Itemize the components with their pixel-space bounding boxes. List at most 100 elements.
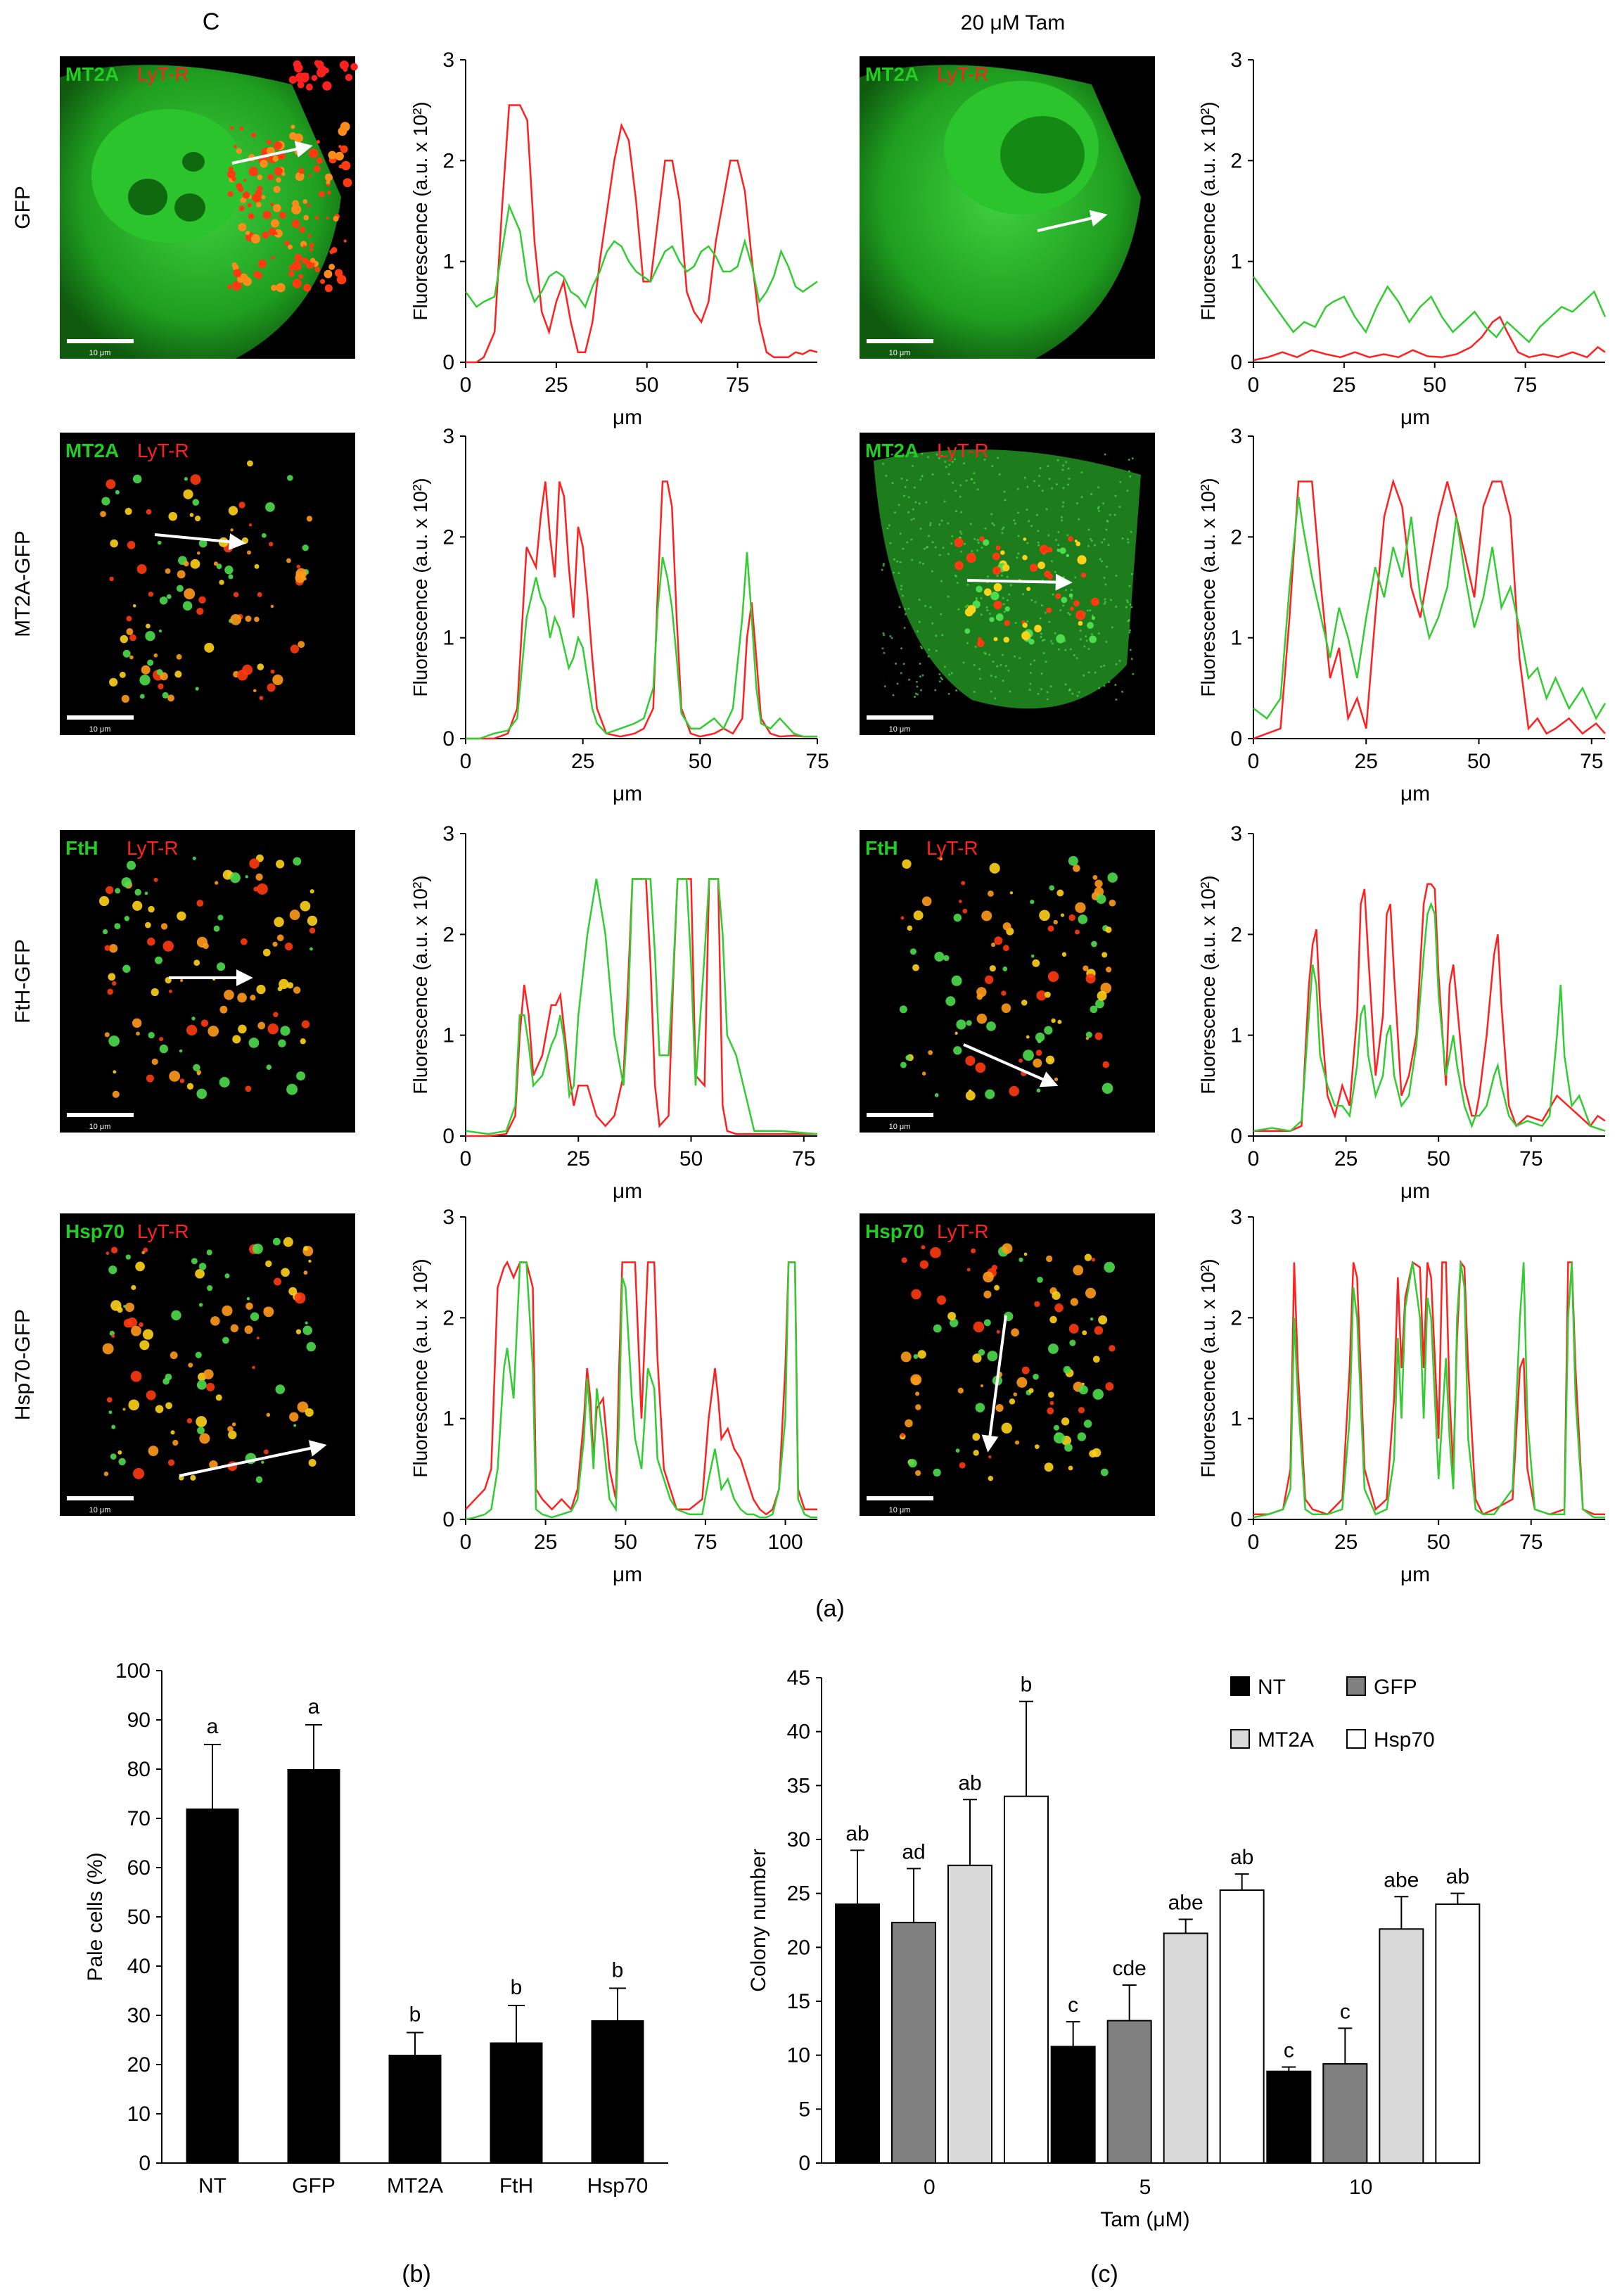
puncta-dot bbox=[118, 1458, 126, 1466]
lysosome-dot bbox=[328, 264, 336, 270]
speckle-dot bbox=[1106, 566, 1109, 568]
nucleolus bbox=[174, 193, 205, 222]
puncta-dot bbox=[100, 511, 106, 518]
significance-letter: ab bbox=[1446, 1866, 1469, 1889]
puncta-dot bbox=[1070, 606, 1074, 611]
puncta-dot bbox=[153, 877, 158, 882]
puncta-dot bbox=[273, 1012, 279, 1018]
puncta-dot bbox=[293, 986, 301, 994]
puncta-dot bbox=[1030, 954, 1035, 958]
puncta-dot bbox=[174, 670, 182, 678]
puncta-dot bbox=[911, 1289, 921, 1300]
puncta-dot bbox=[132, 900, 143, 911]
profile-chart: 0 1 2 3 0 25 50 75 μm Fluorescence (a.u. x 10²) bbox=[409, 822, 818, 1203]
lysosome-dot bbox=[324, 284, 333, 293]
puncta-dot bbox=[125, 1254, 131, 1260]
speckle-dot bbox=[899, 455, 902, 458]
speckle-dot bbox=[954, 490, 957, 492]
puncta-dot bbox=[1056, 548, 1061, 552]
lysosome-dot bbox=[324, 173, 333, 181]
speckle-dot bbox=[1048, 620, 1051, 623]
puncta-dot bbox=[151, 1058, 158, 1066]
speckle-dot bbox=[1076, 694, 1079, 697]
speckle-dot bbox=[883, 634, 886, 637]
puncta-dot bbox=[124, 507, 132, 516]
x-tick-label: 50 bbox=[679, 1147, 703, 1171]
speckle-dot bbox=[935, 634, 938, 637]
puncta-dot bbox=[934, 951, 945, 962]
speckle-dot bbox=[1100, 665, 1103, 668]
speckle-dot bbox=[918, 502, 921, 505]
y-tick-label: 0 bbox=[139, 2152, 151, 2175]
lysosome-dot bbox=[227, 284, 232, 289]
speckle-dot bbox=[1049, 639, 1052, 642]
speckle-dot bbox=[1060, 516, 1063, 518]
puncta-dot bbox=[157, 540, 162, 545]
puncta-dot bbox=[1028, 639, 1035, 645]
puncta-dot bbox=[1061, 597, 1068, 604]
puncta-dot bbox=[267, 1023, 279, 1035]
lysosome-dot bbox=[305, 83, 313, 91]
puncta-dot bbox=[309, 889, 314, 894]
speckle-dot bbox=[991, 465, 994, 468]
bar-GFP bbox=[1322, 2062, 1368, 2164]
puncta-dot bbox=[921, 1071, 926, 1076]
puncta-dot bbox=[990, 592, 1000, 601]
lysosome-dot bbox=[232, 264, 239, 271]
puncta-dot bbox=[196, 936, 208, 948]
puncta-dot bbox=[231, 1422, 236, 1427]
puncta-dot bbox=[899, 1005, 907, 1014]
speckle-dot bbox=[940, 519, 943, 522]
lysosome-dot bbox=[255, 202, 262, 208]
puncta-dot bbox=[1066, 554, 1070, 558]
speckle-dot bbox=[1069, 648, 1072, 651]
puncta-dot bbox=[275, 1384, 286, 1394]
lysosome-dot bbox=[238, 223, 247, 231]
speckle-dot bbox=[1106, 520, 1109, 523]
lysosome-dot bbox=[291, 204, 302, 215]
speckle-dot bbox=[908, 678, 911, 681]
speckle-dot bbox=[1126, 490, 1129, 492]
speckle-dot bbox=[1037, 544, 1040, 547]
speckle-dot bbox=[938, 680, 941, 683]
puncta-dot bbox=[146, 1074, 154, 1083]
speckle-dot bbox=[1052, 593, 1054, 596]
speckle-dot bbox=[881, 568, 883, 571]
puncta-dot bbox=[302, 544, 309, 551]
lysosome-dot bbox=[335, 151, 344, 161]
puncta-dot bbox=[1053, 1424, 1059, 1431]
puncta-dot bbox=[192, 499, 200, 506]
speckle-dot bbox=[973, 663, 976, 666]
puncta-dot bbox=[279, 978, 289, 990]
speckle-dot bbox=[1029, 682, 1032, 685]
category-label: GFP bbox=[292, 2174, 336, 2198]
speckle-dot bbox=[1026, 620, 1029, 623]
speckle-dot bbox=[1090, 540, 1093, 542]
speckle-dot bbox=[1048, 478, 1051, 480]
speckle-dot bbox=[1110, 599, 1113, 601]
puncta-dot bbox=[1037, 561, 1045, 570]
x-tick-label: 0 bbox=[460, 750, 472, 773]
y-tick-label: 1 bbox=[1230, 250, 1242, 274]
lysosome-dot bbox=[302, 199, 308, 204]
puncta-dot bbox=[195, 1268, 205, 1279]
puncta-dot bbox=[111, 1334, 115, 1338]
puncta-dot bbox=[204, 642, 215, 653]
puncta-dot bbox=[102, 1343, 114, 1355]
speckle-dot bbox=[1071, 597, 1073, 600]
speckle-dot bbox=[1093, 544, 1096, 547]
speckle-dot bbox=[934, 546, 937, 549]
puncta-dot bbox=[293, 857, 302, 866]
puncta-dot bbox=[276, 934, 284, 942]
probe-label: MT2A bbox=[65, 63, 119, 85]
puncta-dot bbox=[975, 1062, 986, 1073]
nucleolus bbox=[182, 152, 205, 172]
y-axis-label: Fluorescence (a.u. x 10²) bbox=[409, 1258, 431, 1477]
puncta-dot bbox=[184, 588, 196, 600]
lysosome-dot bbox=[314, 267, 320, 272]
speckle-dot bbox=[913, 486, 916, 489]
lysosome-dot bbox=[231, 281, 242, 291]
speckle-dot bbox=[919, 478, 922, 481]
speckle-dot bbox=[943, 665, 946, 668]
puncta-dot bbox=[1030, 900, 1035, 905]
